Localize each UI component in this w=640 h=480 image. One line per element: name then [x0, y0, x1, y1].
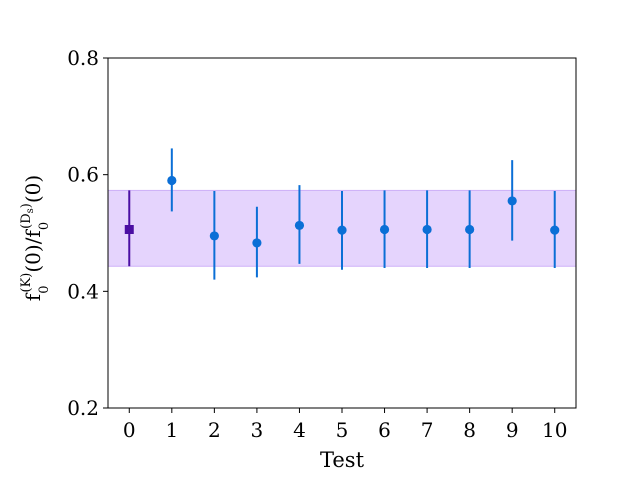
- data-point: [379, 224, 390, 235]
- reference-point-marker: [124, 225, 134, 234]
- data-point: [422, 224, 432, 235]
- y-tick-label: 0.2: [67, 396, 99, 420]
- y-tick-label: 0.4: [67, 279, 99, 303]
- data-point: [550, 225, 560, 235]
- x-tick-label: 1: [165, 418, 178, 442]
- x-axis-label: Test: [320, 448, 365, 472]
- y-axis-label: f0(K)(0)/f0(Ds)(0): [19, 175, 52, 301]
- data-point: [465, 224, 475, 235]
- data-point: [167, 175, 177, 186]
- x-tick-label: 2: [208, 418, 221, 442]
- data-points: [124, 148, 560, 280]
- y-tick-label: 0.6: [67, 163, 99, 187]
- data-point: [209, 231, 219, 241]
- data-point: [252, 238, 262, 248]
- data-point: [507, 196, 517, 206]
- x-tick-label: 3: [251, 418, 264, 442]
- data-point: [337, 225, 347, 235]
- x-tick-label: 9: [506, 418, 519, 442]
- x-tick-label: 10: [542, 418, 567, 442]
- axis-ticks: 0 1 2 3 4 5 6 7 8 9 10 0.2 0.4 0.6 0.8: [67, 46, 567, 442]
- y-tick-label: 0.8: [67, 46, 99, 70]
- x-tick-label: 7: [421, 418, 434, 442]
- x-tick-label: 5: [336, 418, 349, 442]
- x-tick-label: 4: [293, 418, 306, 442]
- x-tick-label: 8: [463, 418, 476, 442]
- x-tick-label: 0: [123, 418, 136, 442]
- data-point: [294, 220, 305, 231]
- x-tick-label: 6: [378, 418, 391, 442]
